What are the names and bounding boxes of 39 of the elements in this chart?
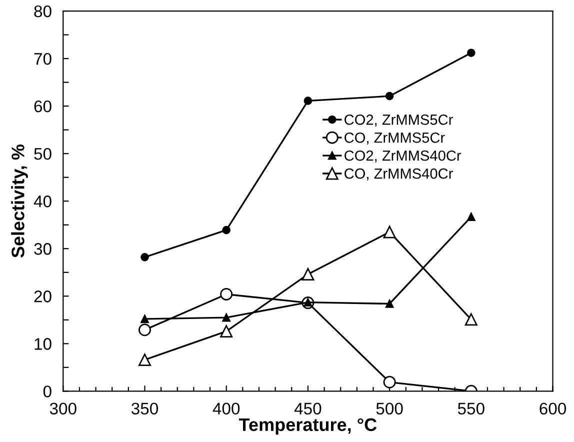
- legend-label: CO, ZrMMS40Cr: [344, 168, 453, 180]
- point: [138, 324, 151, 336]
- point: [222, 226, 231, 234]
- y-tick-label: 30: [34, 243, 52, 255]
- y-tick-label: 20: [34, 290, 52, 302]
- y-tick-label: 10: [34, 338, 52, 350]
- x-tick-label: 450: [294, 402, 322, 415]
- point: [302, 268, 314, 281]
- point: [140, 253, 149, 262]
- y-tick-label: 70: [34, 52, 52, 65]
- point: [385, 92, 394, 100]
- y-tick-label: 40: [34, 196, 52, 208]
- point: [220, 325, 233, 338]
- legend-label: CO2, ZrMMS5Cr: [344, 114, 453, 127]
- x-tick-label: 600: [540, 402, 566, 415]
- point: [464, 313, 478, 326]
- x-tick-label: 300: [50, 402, 76, 415]
- point: [220, 288, 233, 300]
- point: [385, 300, 394, 308]
- y-axis-title: Selectivity, %: [11, 144, 28, 258]
- x-axis-title: Temperature, °C: [238, 418, 377, 435]
- y-tick-label: 80: [34, 5, 52, 18]
- x-tick-label: 400: [212, 402, 240, 415]
- point: [383, 376, 396, 388]
- x-tick-label: 550: [458, 402, 484, 415]
- point: [466, 48, 476, 58]
- point: [138, 354, 151, 366]
- point: [140, 314, 149, 324]
- point: [304, 96, 312, 106]
- point: [222, 313, 231, 322]
- legend-label: CO, ZrMMS5Cr: [344, 132, 445, 145]
- x-tick-label: 350: [131, 402, 158, 415]
- y-tick-label: 60: [34, 100, 52, 112]
- legend-label: CO2, ZrMMS40Cr: [344, 150, 462, 163]
- x-tick-label: 500: [376, 402, 403, 415]
- point: [466, 212, 476, 221]
- point: [383, 226, 396, 238]
- y-tick-label: 50: [34, 148, 52, 160]
- y-tick-label: 0: [43, 386, 52, 398]
